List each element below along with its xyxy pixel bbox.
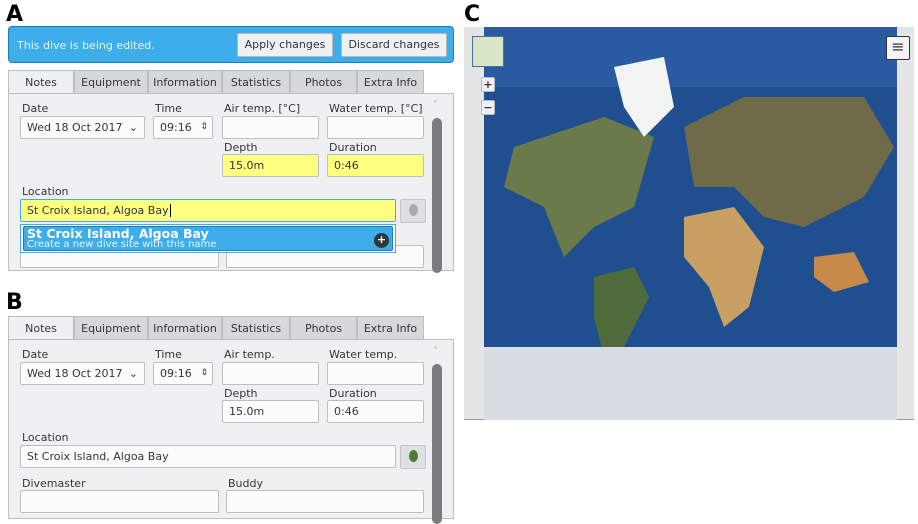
time-value: 09:16 xyxy=(160,367,192,380)
location-suggestions: St Croix Island, Algoa Bay Create a new … xyxy=(20,224,396,253)
depth-input[interactable]: 15.0m xyxy=(222,154,319,177)
panel-label-b: B xyxy=(6,290,23,315)
location-input[interactable]: St Croix Island, Algoa Bay xyxy=(20,199,396,222)
tab-statistics[interactable]: Statistics xyxy=(222,70,290,94)
geocode-button[interactable] xyxy=(400,445,426,469)
north-america xyxy=(504,117,654,257)
date-label: Date xyxy=(22,348,49,361)
water-temp-label: Water temp. [°C] xyxy=(329,102,423,115)
duration-label: Duration xyxy=(329,387,377,400)
duration-input[interactable]: 0:46 xyxy=(327,400,424,423)
panel-label-a: A xyxy=(6,2,24,27)
zoom-out-button[interactable]: − xyxy=(481,100,495,115)
water-temp-label: Water temp. xyxy=(329,348,398,361)
tab-equipment[interactable]: Equipment xyxy=(74,316,148,340)
map-view[interactable]: + − ≡ xyxy=(464,27,914,420)
tab-equipment[interactable]: Equipment xyxy=(74,70,148,94)
buddy-label: Buddy xyxy=(228,477,263,490)
divemaster-label: Divemaster xyxy=(22,477,86,490)
location-label: Location xyxy=(22,185,69,198)
time-label: Time xyxy=(155,348,182,361)
date-value: Wed 18 Oct 2017 xyxy=(27,121,123,134)
apply-changes-button[interactable]: Apply changes xyxy=(237,33,333,57)
australia xyxy=(814,252,869,292)
air-temp-label: Air temp. xyxy=(224,348,275,361)
hamburger-icon[interactable]: ≡ xyxy=(886,36,910,60)
antarctica xyxy=(484,347,897,420)
zoom-in-button[interactable]: + xyxy=(481,77,495,92)
buddy-input[interactable] xyxy=(226,490,424,513)
date-picker[interactable]: Wed 18 Oct 2017 ⌄ xyxy=(20,116,145,139)
africa xyxy=(684,207,764,327)
tab-photos[interactable]: Photos xyxy=(290,316,357,340)
suggestion-title: St Croix Island, Algoa Bay xyxy=(27,226,209,241)
suggestion-item[interactable]: St Croix Island, Algoa Bay Create a new … xyxy=(23,226,393,251)
tab-bar: Notes Equipment Information Statistics P… xyxy=(8,70,424,95)
location-value: St Croix Island, Algoa Bay xyxy=(27,204,169,217)
south-america xyxy=(594,267,649,357)
water-temp-input[interactable] xyxy=(327,362,424,385)
date-value: Wed 18 Oct 2017 xyxy=(27,367,123,380)
tab-statistics[interactable]: Statistics xyxy=(222,316,290,340)
tab-notes[interactable]: Notes xyxy=(8,316,74,341)
arctic-ocean xyxy=(484,27,897,87)
text-cursor xyxy=(169,204,171,217)
edit-banner: This dive is being edited. Apply changes… xyxy=(8,26,454,63)
eurasia xyxy=(684,97,894,227)
scrollbar[interactable] xyxy=(432,364,442,524)
tab-extra-info[interactable]: Extra Info xyxy=(357,316,424,340)
greenland xyxy=(614,57,674,137)
spinner-icon[interactable]: ⇕ xyxy=(200,368,208,378)
discard-changes-button[interactable]: Discard changes xyxy=(341,33,447,57)
air-temp-input[interactable] xyxy=(222,362,319,385)
tab-bar-b: Notes Equipment Information Statistics P… xyxy=(8,316,424,341)
satellite-map[interactable] xyxy=(484,27,897,420)
tab-information[interactable]: Information xyxy=(148,316,222,340)
depth-input[interactable]: 15.0m xyxy=(222,400,319,423)
scroll-up-arrow[interactable]: ˄ xyxy=(433,100,438,111)
scroll-up-arrow[interactable]: ˄ xyxy=(433,346,438,357)
overview-map-thumbnail[interactable] xyxy=(472,36,504,67)
location-label: Location xyxy=(22,431,69,444)
tab-extra-info[interactable]: Extra Info xyxy=(357,70,424,94)
depth-label: Depth xyxy=(224,387,258,400)
date-picker[interactable]: Wed 18 Oct 2017 ⌄ xyxy=(20,362,145,385)
tab-notes[interactable]: Notes xyxy=(8,70,74,95)
time-spinbox[interactable]: 09:16 ⇕ xyxy=(153,116,213,139)
chevron-down-icon: ⌄ xyxy=(128,367,138,380)
panel-label-c: C xyxy=(464,2,481,27)
suggestion-subtitle: Create a new dive site with this name xyxy=(27,239,217,250)
air-temp-label: Air temp. [°C] xyxy=(224,102,301,115)
tab-photos[interactable]: Photos xyxy=(290,70,357,94)
tab-information[interactable]: Information xyxy=(148,70,222,94)
air-temp-input[interactable] xyxy=(222,116,319,139)
date-label: Date xyxy=(22,102,49,115)
duration-input[interactable]: 0:46 xyxy=(327,154,424,177)
depth-label: Depth xyxy=(224,141,258,154)
geocode-button[interactable] xyxy=(400,199,426,223)
chevron-down-icon: ⌄ xyxy=(128,121,138,134)
location-input[interactable]: St Croix Island, Algoa Bay xyxy=(20,445,396,468)
edit-message: This dive is being edited. xyxy=(17,39,155,52)
time-spinbox[interactable]: 09:16 ⇕ xyxy=(153,362,213,385)
water-temp-input[interactable] xyxy=(327,116,424,139)
time-label: Time xyxy=(155,102,182,115)
time-value: 09:16 xyxy=(160,121,192,134)
scrollbar[interactable] xyxy=(432,118,442,273)
duration-label: Duration xyxy=(329,141,377,154)
divemaster-input[interactable] xyxy=(20,490,219,513)
globe-icon xyxy=(409,204,418,216)
add-icon: + xyxy=(374,233,389,248)
globe-icon xyxy=(409,450,418,462)
spinner-icon[interactable]: ⇕ xyxy=(200,122,208,132)
